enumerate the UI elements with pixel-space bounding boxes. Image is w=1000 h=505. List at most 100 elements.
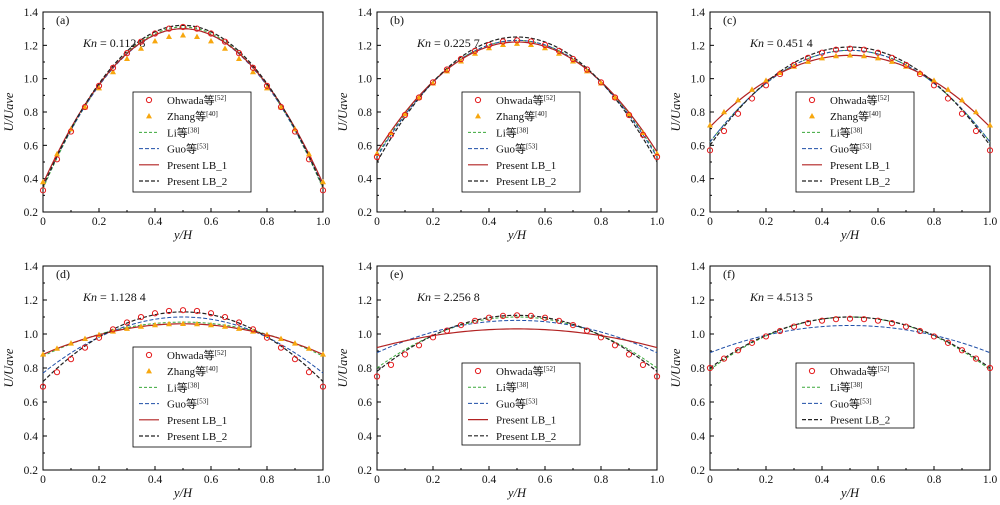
- data-point-ohwada: [457, 321, 465, 329]
- legend-label-lb1: Present LB_1: [496, 415, 556, 427]
- data-point-ohwada: [53, 369, 61, 376]
- data-point-ohwada: [263, 82, 271, 89]
- data-point-ohwada: [95, 82, 103, 89]
- series-line-lb2: [376, 36, 658, 163]
- legend-label-lb1: Present LB_1: [167, 160, 227, 172]
- knudsen-label: Kn = 4.513 5: [749, 290, 813, 304]
- data-point-ohwada: [429, 334, 437, 341]
- data-point-ohwada: [485, 314, 493, 321]
- data-point-ohwada: [401, 111, 409, 119]
- data-point-ohwada: [555, 317, 563, 324]
- data-point-zhang: [152, 321, 158, 328]
- series-line-lb1: [376, 328, 658, 349]
- x-axis-label: y/H: [839, 486, 860, 500]
- data-point-ohwada: [305, 156, 313, 163]
- x-tick-label: 0.4: [815, 216, 830, 228]
- x-tick-label: 0.8: [927, 216, 942, 228]
- x-tick-label: 0.6: [871, 216, 886, 228]
- legend: Ohwada等[52]Li等[38]Guo等[53]Present LB_1Pr…: [461, 362, 581, 446]
- x-tick-label: 1.0: [650, 216, 665, 228]
- data-point-ohwada: [499, 38, 507, 45]
- data-point-zhang: [306, 345, 312, 351]
- y-tick-label: 0.4: [691, 431, 706, 443]
- y-tick-label: 0.8: [24, 107, 39, 119]
- legend-swatch-ohwada: [474, 96, 482, 104]
- y-tick-label: 1.0: [358, 74, 373, 86]
- y-axis-label: U/Uave: [336, 92, 350, 131]
- y-tick-label: 1.4: [691, 261, 706, 273]
- data-point-ohwada: [972, 127, 980, 135]
- data-point-ohwada: [790, 61, 798, 69]
- legend-label-zhang: Zhang等[40]: [167, 109, 218, 123]
- y-tick-label: 0.6: [358, 140, 373, 152]
- x-tick-label: 0.8: [594, 216, 609, 228]
- x-tick-label: 0.4: [815, 474, 830, 486]
- data-point-ohwada: [81, 103, 89, 111]
- data-point-ohwada: [207, 30, 215, 37]
- data-point-ohwada: [151, 30, 159, 37]
- series-line-lb2: [709, 316, 991, 369]
- data-point-ohwada: [457, 55, 465, 63]
- y-tick-label: 0.6: [24, 140, 39, 152]
- data-point-ohwada: [443, 66, 451, 73]
- series-line-guo: [42, 28, 324, 188]
- series-line-guo: [709, 324, 991, 354]
- panel-label: (e): [390, 267, 403, 281]
- legend-label-lb2: Present LB_2: [496, 176, 556, 188]
- data-point-zhang: [54, 150, 60, 157]
- data-point-ohwada: [95, 334, 103, 341]
- series-line-li: [709, 316, 991, 371]
- data-point-zhang: [973, 108, 979, 115]
- series-line-guo: [42, 316, 324, 374]
- panel-label: (d): [56, 267, 70, 281]
- legend-box: [461, 362, 581, 446]
- x-axis-label: y/H: [839, 228, 860, 242]
- data-point-zhang: [805, 58, 811, 64]
- data-point-ohwada: [706, 147, 714, 154]
- x-tick-label: 0: [40, 474, 46, 486]
- legend-label-lb2: Present LB_2: [167, 176, 227, 188]
- legend-label-ohwada: Ohwada等[52]: [830, 93, 889, 107]
- series-line-lb1: [42, 28, 324, 184]
- data-point-zhang: [306, 150, 312, 157]
- data-point-ohwada: [916, 327, 924, 335]
- data-point-zhang: [40, 351, 46, 357]
- series-line-lb2: [709, 46, 991, 146]
- data-point-zhang: [861, 52, 867, 59]
- data-point-zhang: [320, 178, 326, 185]
- legend-swatch-ohwada: [808, 367, 816, 375]
- data-point-ohwada: [860, 316, 868, 323]
- data-point-zhang: [40, 178, 46, 185]
- data-point-ohwada: [53, 156, 61, 163]
- data-point-zhang: [847, 52, 853, 58]
- data-point-ohwada: [611, 94, 619, 101]
- x-axis-label: y/H: [506, 486, 527, 500]
- legend: Ohwada等[52]Li等[38]Guo等[53]Present LB_2: [795, 362, 915, 429]
- data-point-zhang: [889, 58, 895, 64]
- y-tick-label: 0.2: [24, 465, 39, 477]
- data-point-ohwada: [123, 319, 131, 326]
- data-point-ohwada: [902, 323, 910, 330]
- data-point-zhang: [166, 320, 172, 327]
- data-point-ohwada: [832, 46, 840, 53]
- knudsen-label: Kn = 0.451 4: [749, 36, 813, 50]
- data-point-ohwada: [39, 187, 47, 194]
- x-tick-label: 0.6: [538, 474, 553, 486]
- legend: Ohwada等[52]Zhang等[40]Li等[38]Guo等[53]Pres…: [795, 91, 915, 193]
- data-point-ohwada: [429, 79, 437, 86]
- data-point-ohwada: [958, 110, 966, 117]
- x-axis-label: y/H: [172, 486, 193, 500]
- legend-label-lb2: Present LB_2: [830, 415, 890, 427]
- x-tick-label: 0.6: [204, 216, 219, 228]
- y-tick-label: 1.4: [24, 7, 39, 19]
- data-point-ohwada: [818, 317, 826, 324]
- data-point-zhang: [931, 77, 937, 83]
- y-axis-label: U/Uave: [2, 348, 16, 387]
- y-tick-label: 1.0: [24, 74, 39, 86]
- panel-4: 0 0.2 0.4 0.6 0.8 1.00.20.40.60.81.01.21.4y/H…: [336, 261, 664, 500]
- data-point-zhang: [917, 69, 923, 76]
- data-point-ohwada: [597, 334, 605, 341]
- data-point-ohwada: [583, 66, 591, 73]
- data-point-ohwada: [291, 128, 299, 135]
- data-point-zhang: [110, 328, 116, 334]
